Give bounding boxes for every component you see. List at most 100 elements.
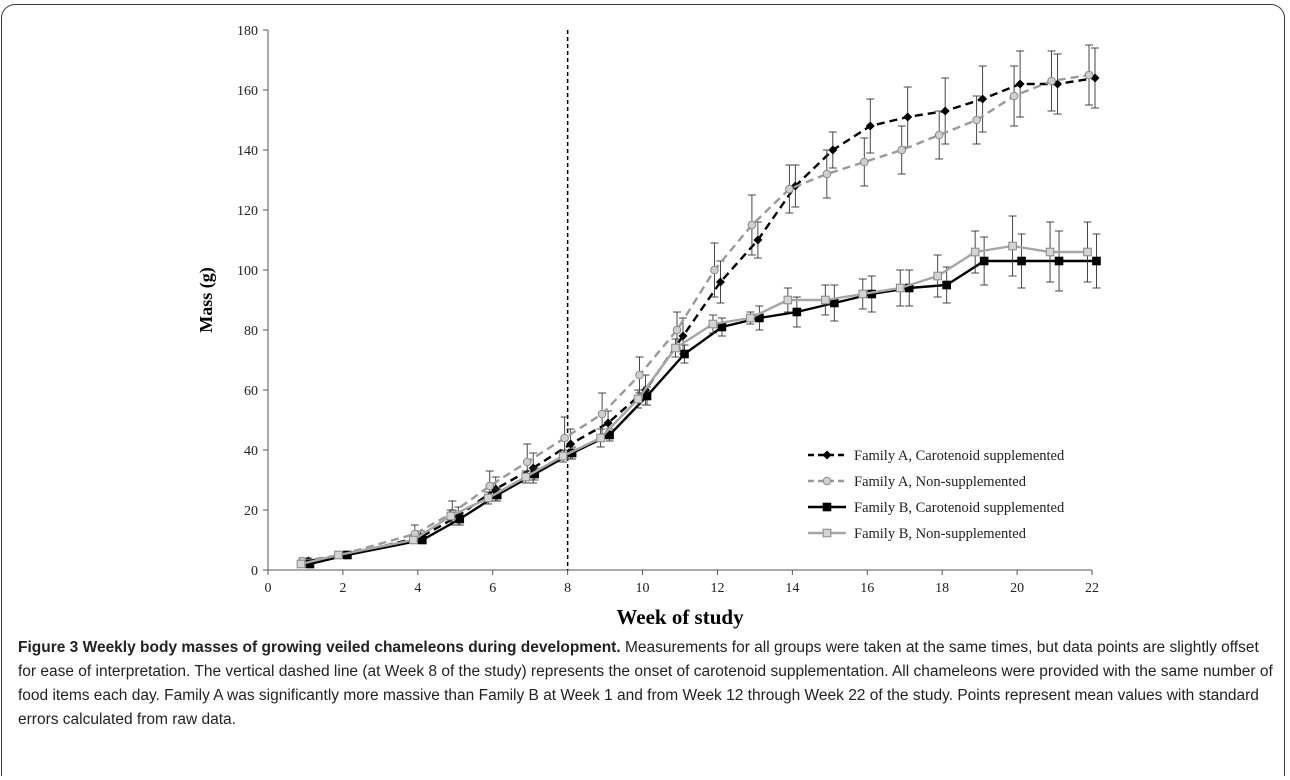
data-point xyxy=(710,265,719,275)
x-tick-label: 2 xyxy=(339,581,346,596)
data-point xyxy=(596,433,605,443)
data-point xyxy=(753,235,763,245)
data-point xyxy=(1047,76,1056,86)
mass-line-chart: 0 20 40 60 80 100 120 140 160 180 0 2 4 6 8 10 12 14 16 18 2… xyxy=(196,24,1101,629)
data-point xyxy=(972,115,981,125)
data-point xyxy=(708,319,718,329)
data-point xyxy=(783,295,793,305)
x-tick-label: 4 xyxy=(414,581,421,596)
x-tick-label: 8 xyxy=(564,581,571,596)
data-point xyxy=(822,450,832,460)
data-point xyxy=(897,145,907,155)
series-3 xyxy=(305,230,1101,569)
data-point xyxy=(485,481,495,491)
data-point xyxy=(633,394,643,404)
data-point xyxy=(603,418,613,428)
data-point xyxy=(409,535,418,545)
data-point xyxy=(558,451,568,461)
data-point xyxy=(858,289,868,299)
data-point xyxy=(1083,247,1092,257)
data-point xyxy=(522,457,532,467)
figure-caption: Figure 3 Weekly body masses of growing v… xyxy=(18,636,1273,732)
data-point xyxy=(672,325,682,335)
data-point xyxy=(566,439,576,449)
legend: Family A, Carotenoid supplemented Family … xyxy=(808,448,1065,542)
y-tick-label: 140 xyxy=(237,144,258,159)
series-layer xyxy=(296,44,1101,569)
data-point xyxy=(747,220,757,230)
data-point xyxy=(305,559,315,569)
data-point xyxy=(715,277,725,287)
data-point xyxy=(1045,247,1055,257)
x-axis-label: Week of study xyxy=(616,605,744,629)
data-point xyxy=(717,322,727,332)
data-point xyxy=(822,476,832,486)
y-tick-label: 160 xyxy=(237,84,258,99)
data-point xyxy=(1008,241,1017,251)
legend-label: Family B, Carotenoid supplemented xyxy=(854,500,1065,516)
legend-item-3: Family B, Carotenoid supplemented xyxy=(808,500,1065,516)
data-point xyxy=(1092,256,1101,266)
data-point xyxy=(822,528,832,538)
y-tick-label: 180 xyxy=(237,24,258,39)
data-point xyxy=(334,550,343,560)
data-point xyxy=(895,283,905,293)
data-point xyxy=(859,157,869,167)
data-point xyxy=(821,295,830,305)
data-point xyxy=(865,121,875,131)
data-point xyxy=(1054,256,1064,266)
y-tick-label: 60 xyxy=(244,384,258,399)
data-point xyxy=(597,409,607,419)
data-point xyxy=(1009,91,1019,101)
data-point xyxy=(680,349,689,359)
caption-text: Measurements for all groups were taken a… xyxy=(18,639,1273,728)
data-point xyxy=(1017,256,1026,266)
x-tick-label: 20 xyxy=(1010,581,1024,596)
x-tick-label: 14 xyxy=(785,581,799,596)
data-point xyxy=(521,472,530,482)
data-point xyxy=(970,247,980,257)
data-point xyxy=(822,169,832,179)
data-point xyxy=(455,514,465,524)
x-tick-label: 10 xyxy=(636,581,650,596)
x-tick-label: 22 xyxy=(1085,581,1099,596)
data-point xyxy=(792,307,802,317)
data-point xyxy=(746,313,755,323)
y-tick-label: 0 xyxy=(251,564,258,579)
data-point xyxy=(1015,79,1025,89)
data-point xyxy=(903,112,913,122)
y-tick-label: 80 xyxy=(244,324,258,339)
data-point xyxy=(979,256,989,266)
data-point xyxy=(830,298,839,308)
legend-item-4: Family B, Non-supplemented xyxy=(808,526,1027,542)
data-point xyxy=(678,331,688,341)
data-point xyxy=(934,130,944,140)
data-point xyxy=(828,145,838,155)
data-point xyxy=(942,280,951,290)
data-point xyxy=(978,94,988,104)
data-point xyxy=(635,370,644,380)
x-tick-label: 6 xyxy=(489,581,496,596)
legend-label: Family A, Carotenoid supplemented xyxy=(854,448,1065,464)
data-point xyxy=(642,391,652,401)
data-point xyxy=(671,343,680,353)
legend-label: Family A, Non-supplemented xyxy=(854,474,1027,490)
legend-item-1: Family A, Carotenoid supplemented xyxy=(808,448,1065,464)
data-point xyxy=(418,535,427,545)
figure-frame xyxy=(1,4,1285,776)
data-point xyxy=(822,502,832,512)
data-point xyxy=(560,433,569,443)
data-point xyxy=(785,184,794,194)
data-point xyxy=(483,493,493,503)
y-tick-label: 120 xyxy=(237,204,258,219)
series-4 xyxy=(296,215,1092,569)
data-point xyxy=(296,559,306,569)
chart-axes: 0 20 40 60 80 100 120 140 160 180 0 2 4 6 8 10 12 14 16 18 2… xyxy=(237,24,1099,596)
x-tick-label: 12 xyxy=(710,581,724,596)
data-point xyxy=(940,106,950,116)
caption-title: Figure 3 Weekly body masses of growing v… xyxy=(18,639,621,656)
data-point xyxy=(1084,70,1094,80)
x-tick-label: 16 xyxy=(860,581,874,596)
data-point xyxy=(933,271,942,281)
data-point xyxy=(605,430,614,440)
